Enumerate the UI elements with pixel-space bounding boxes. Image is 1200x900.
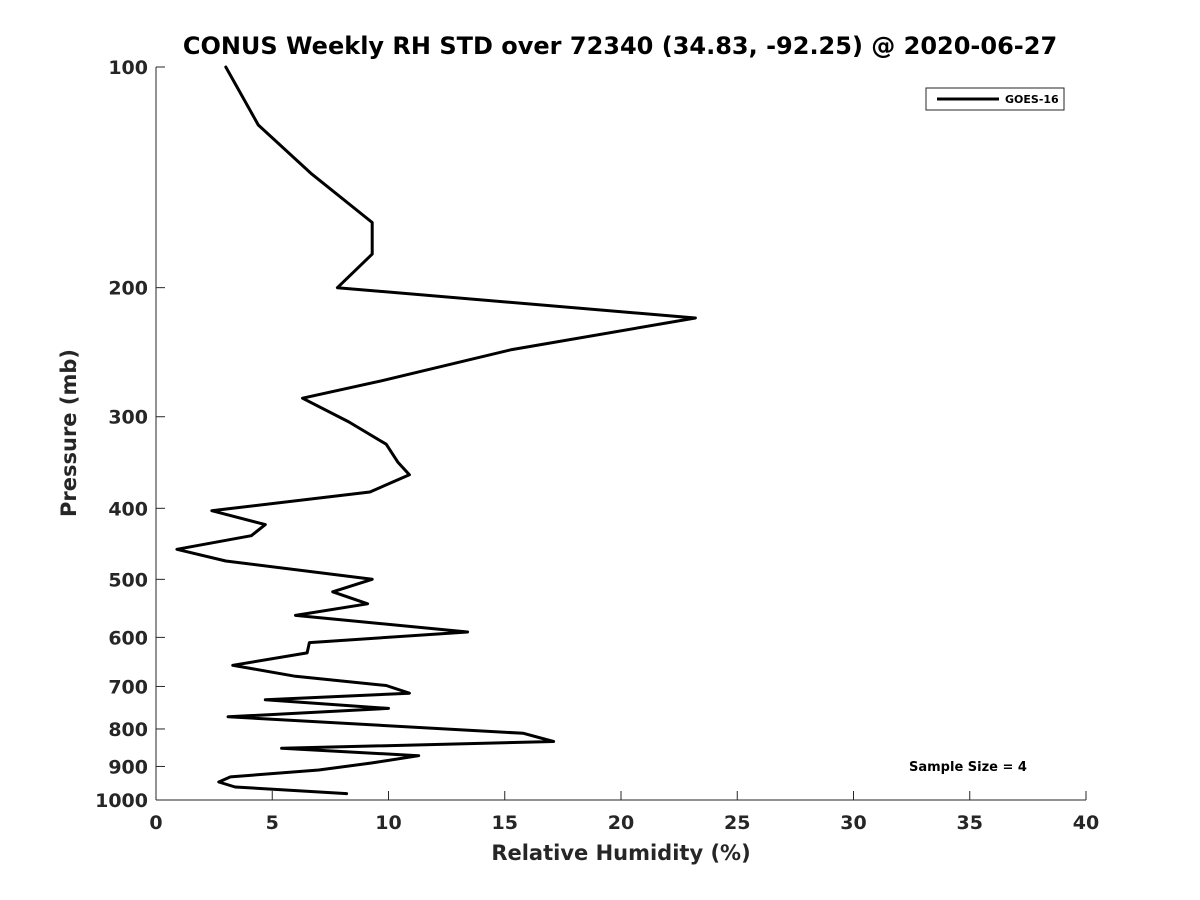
x-tick-label: 35 [957,812,983,834]
chart-title: CONUS Weekly RH STD over 72340 (34.83, -… [183,32,1057,60]
x-tick-label: 0 [149,812,162,834]
x-axis-label: Relative Humidity (%) [491,841,750,865]
x-tick-label: 25 [724,812,750,834]
y-tick-label: 600 [108,627,148,649]
y-tick-label: 300 [108,407,148,429]
series-line-goes-16 [175,65,697,796]
series-layer [175,65,697,796]
x-tick-label: 30 [840,812,866,834]
y-ticks: 100 200 300 400 500 600 700 800 900 1000 [95,57,165,812]
y-axis-label: Pressure (mb) [57,349,81,517]
sample-size-annotation: Sample Size = 4 [909,760,1027,775]
y-tick-label: 200 [108,278,148,300]
x-tick-label: 15 [492,812,518,834]
legend-label-goes-16: GOES-16 [1005,93,1059,106]
x-tick-label: 40 [1073,812,1099,834]
x-ticks: 0 5 10 15 20 25 30 35 40 [149,791,1099,834]
plot-axes [155,67,1086,801]
y-tick-label: 100 [108,57,148,79]
x-tick-label: 20 [608,812,634,834]
y-tick-label: 1000 [95,790,148,812]
y-tick-label: 700 [108,676,148,698]
y-tick-label: 900 [108,756,148,778]
y-tick-label: 400 [108,498,148,520]
y-tick-label: 500 [108,569,148,591]
x-tick-label: 10 [375,812,401,834]
legend: GOES-16 [925,87,1065,111]
x-tick-label: 5 [266,812,279,834]
y-tick-label: 800 [108,719,148,741]
